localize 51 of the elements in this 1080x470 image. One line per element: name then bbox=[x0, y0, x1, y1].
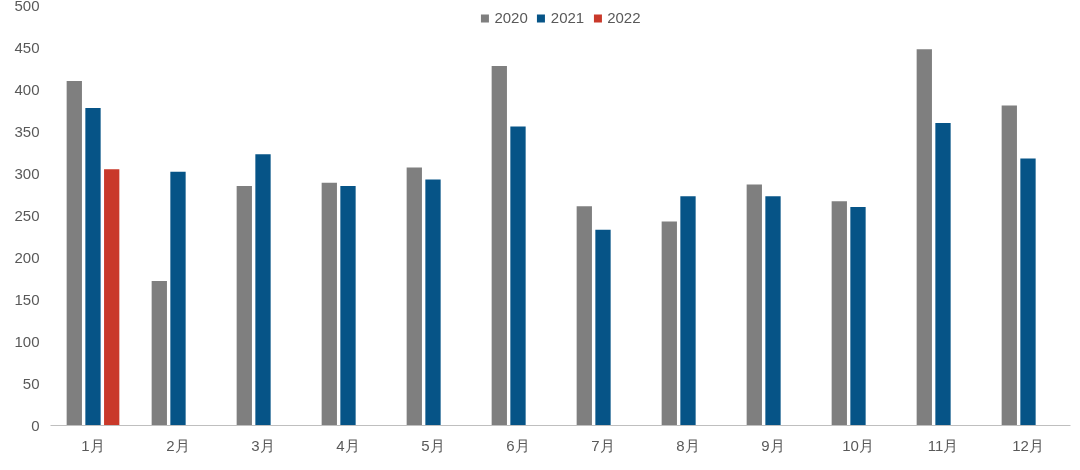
x-tick-label: 7月 bbox=[591, 436, 615, 454]
bar bbox=[85, 107, 101, 426]
bar bbox=[406, 167, 422, 426]
bar bbox=[1020, 158, 1036, 426]
bar bbox=[66, 81, 82, 426]
x-tick-label: 11月 bbox=[927, 436, 959, 454]
bar bbox=[236, 186, 252, 426]
bar bbox=[576, 206, 592, 426]
legend-label: 2020 bbox=[494, 9, 528, 26]
bar bbox=[255, 154, 271, 426]
y-tick-label: 500 bbox=[14, 0, 40, 14]
x-tick-label: 8月 bbox=[676, 436, 700, 454]
legend-label: 2021 bbox=[550, 9, 585, 26]
x-tick-label: 4月 bbox=[336, 436, 360, 454]
bar bbox=[321, 182, 337, 426]
legend-label: 2022 bbox=[607, 9, 641, 26]
y-tick-label: 150 bbox=[14, 290, 40, 308]
bar bbox=[425, 179, 441, 426]
x-tick-label: 12月 bbox=[1012, 436, 1044, 454]
bar bbox=[935, 123, 951, 426]
x-tick-label: 1月 bbox=[81, 436, 105, 454]
bar bbox=[595, 229, 611, 426]
bar bbox=[831, 201, 847, 426]
x-tick-label: 3月 bbox=[251, 436, 275, 454]
y-tick-label: 200 bbox=[14, 248, 40, 266]
bar bbox=[510, 126, 526, 426]
y-tick-label: 250 bbox=[14, 206, 40, 224]
y-tick-label: 350 bbox=[14, 122, 40, 140]
x-tick-label: 2月 bbox=[166, 436, 190, 454]
bar bbox=[170, 171, 186, 426]
bar bbox=[916, 49, 932, 426]
bar bbox=[104, 169, 120, 426]
bar bbox=[850, 207, 866, 426]
x-tick-label: 6月 bbox=[506, 436, 530, 454]
x-tick-label: 5月 bbox=[421, 436, 445, 454]
x-tick-label: 10月 bbox=[842, 436, 874, 454]
y-tick-label: 100 bbox=[14, 332, 40, 350]
bar bbox=[680, 196, 696, 426]
bar bbox=[746, 184, 762, 426]
y-tick-label: 400 bbox=[14, 80, 40, 98]
x-tick-label: 9月 bbox=[761, 436, 785, 454]
bar bbox=[491, 65, 507, 426]
y-tick-label: 0 bbox=[31, 416, 40, 434]
bar bbox=[661, 221, 677, 426]
y-tick-label: 50 bbox=[22, 374, 40, 392]
y-tick-label: 450 bbox=[14, 38, 40, 56]
y-tick-label: 300 bbox=[14, 164, 40, 182]
bar bbox=[151, 281, 167, 426]
bar bbox=[340, 186, 356, 426]
bar bbox=[765, 196, 781, 426]
bar bbox=[1001, 105, 1017, 426]
